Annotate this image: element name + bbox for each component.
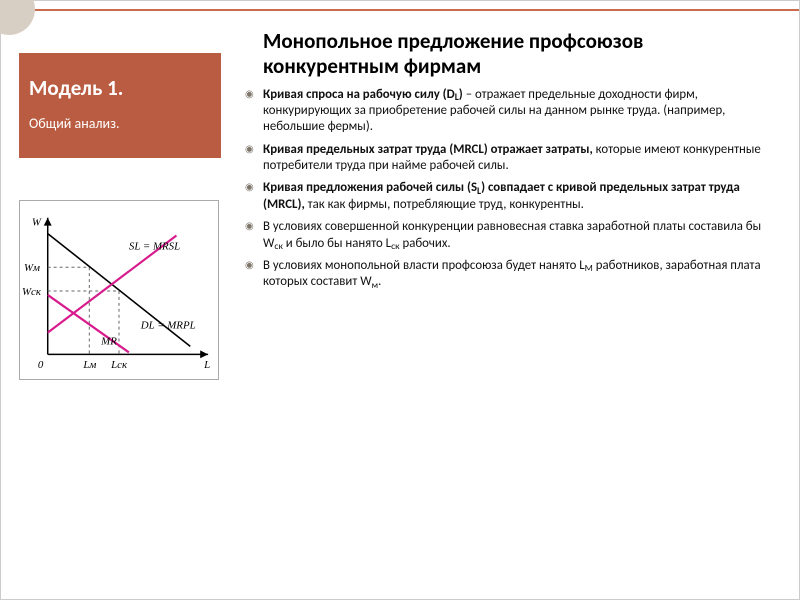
svg-text:W: W: [32, 217, 42, 229]
svg-text:Wм: Wм: [24, 262, 40, 274]
title-block: Модель 1. Общий анализ.: [19, 53, 221, 158]
right-column: Монопольное предложение профсоюзов конку…: [245, 29, 781, 297]
left-column: Модель 1. Общий анализ. W L Wм Wск Lм Lск 0 SL …: [19, 53, 221, 380]
corner-circle-icon: [0, 0, 35, 35]
main-heading: Монопольное предложение профсоюзов конку…: [263, 29, 781, 79]
svg-text:L: L: [203, 359, 210, 371]
svg-text:0: 0: [38, 359, 44, 371]
chart: W L Wм Wск Lм Lск 0 SL = MRSL DL = MRPL MR: [19, 200, 219, 380]
bullet-item: В условиях монопольной власти профсоюза …: [245, 258, 781, 291]
slide: Модель 1. Общий анализ. W L Wм Wск Lм Lск 0 SL …: [0, 0, 800, 600]
bullet-item: В условиях совершенной конкуренции равно…: [245, 219, 781, 252]
svg-text:MR: MR: [100, 335, 117, 347]
top-accent-line: [1, 9, 799, 11]
bullet-item: Кривая спроса на рабочую силу (DL) – отр…: [245, 87, 781, 136]
svg-text:Lск: Lск: [110, 359, 128, 371]
chart-svg: W L Wм Wск Lм Lск 0 SL = MRSL DL = MRPL MR: [20, 201, 218, 379]
svg-text:Wск: Wск: [22, 286, 42, 298]
svg-text:Lм: Lм: [82, 359, 96, 371]
model-title: Модель 1.: [29, 75, 211, 101]
model-subtitle: Общий анализ.: [29, 115, 211, 132]
svg-text:DL = MRPL: DL = MRPL: [140, 320, 196, 332]
bullet-item: Кривая предложения рабочей силы (SL) сов…: [245, 180, 781, 213]
bullet-item: Кривая предельных затрат труда (MRCL) от…: [245, 142, 781, 175]
bullet-list: Кривая спроса на рабочую силу (DL) – отр…: [245, 87, 781, 291]
svg-text:SL = MRSL: SL = MRSL: [129, 240, 180, 252]
